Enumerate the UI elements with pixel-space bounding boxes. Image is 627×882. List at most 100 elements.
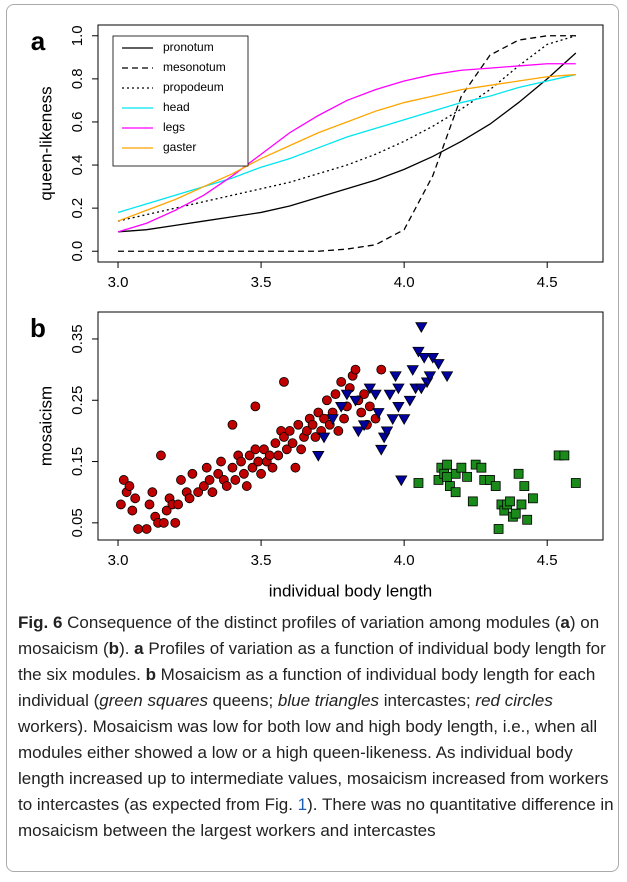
point-circle xyxy=(198,481,209,491)
point-triangle xyxy=(380,426,394,438)
point-square xyxy=(510,508,521,519)
point-circle xyxy=(333,426,344,436)
legend-label: mesonotum xyxy=(163,60,226,74)
point-circle xyxy=(124,481,135,491)
point-circle xyxy=(216,456,226,467)
point-circle xyxy=(250,444,261,455)
point-triangle xyxy=(395,475,408,487)
point-circle xyxy=(227,419,238,430)
point-triangle xyxy=(403,395,417,407)
x-tick-label: 4.0 xyxy=(394,274,415,291)
x-tick-label: 3.0 xyxy=(108,274,129,291)
caption-run: a xyxy=(134,639,144,658)
point-circle xyxy=(253,456,264,467)
caption-run: Consequence of the distinct profiles of … xyxy=(62,613,561,632)
point-circle xyxy=(270,438,281,449)
point-square xyxy=(442,471,452,482)
point-circle xyxy=(256,468,266,479)
point-triangle xyxy=(357,420,371,432)
point-triangle xyxy=(317,432,331,444)
y-tick-label: 0.0 xyxy=(69,241,86,262)
point-square xyxy=(528,493,538,504)
point-circle xyxy=(336,376,347,387)
point-triangle xyxy=(375,444,388,456)
point-triangle xyxy=(415,383,428,395)
point-circle xyxy=(290,462,301,473)
curve xyxy=(117,63,576,233)
point-triangle xyxy=(340,389,354,401)
x-tick-label: 4.5 xyxy=(537,552,558,569)
point-triangle xyxy=(412,346,425,358)
point-triangle xyxy=(312,451,325,462)
y-tick-label: 0.6 xyxy=(69,112,86,133)
point-square xyxy=(456,462,467,473)
point-circle xyxy=(187,468,198,479)
legend-label: head xyxy=(163,100,190,114)
caption-run: workers). Mosaicism was low for both low… xyxy=(18,717,609,814)
point-triangle xyxy=(406,365,419,376)
caption-run: red circles xyxy=(475,691,553,710)
point-circle xyxy=(259,444,269,455)
figure: 3.0 3.5 4.0 4.5 0.0 0.2 0.4 0.6 0.8 1.0 queen-like… xyxy=(30,24,604,600)
point-circle xyxy=(221,481,232,491)
point-circle xyxy=(350,364,361,375)
point-square xyxy=(570,478,581,488)
point-circle xyxy=(236,456,246,467)
point-circle xyxy=(301,426,312,436)
curve xyxy=(117,73,576,214)
y-axis-label: mosaicism xyxy=(36,386,55,466)
caption-run: Profiles of variation as a function of i… xyxy=(18,639,606,684)
caption-run: Fig. 6 xyxy=(18,613,63,632)
point-circle xyxy=(307,419,318,430)
y-tick-label: 0.2 xyxy=(69,198,86,219)
point-square xyxy=(413,478,424,488)
point-circle xyxy=(321,395,332,406)
point-circle xyxy=(141,524,152,534)
point-circle xyxy=(293,419,304,430)
point-circle xyxy=(296,444,307,455)
point-square xyxy=(476,462,487,473)
y-tick-label: 0.35 xyxy=(69,324,86,353)
point-circle xyxy=(204,475,215,485)
point-circle xyxy=(144,499,155,510)
point-circle xyxy=(284,426,295,436)
point-triangle xyxy=(349,395,362,407)
y-tick-label: 0.25 xyxy=(69,386,86,415)
point-triangle xyxy=(397,414,411,425)
x-tick-label: 3.5 xyxy=(251,552,272,569)
point-circle xyxy=(184,493,195,504)
figure-frame xyxy=(6,4,619,872)
point-square xyxy=(513,468,524,479)
point-square xyxy=(505,496,515,507)
point-circle xyxy=(156,450,166,461)
point-circle xyxy=(193,487,204,498)
point-circle xyxy=(267,462,278,473)
caption-run: intercastes; xyxy=(379,691,476,710)
x-tick-label: 4.0 xyxy=(394,552,415,569)
y-tick-label: 0.05 xyxy=(69,508,86,537)
curve xyxy=(117,73,576,222)
point-circle xyxy=(319,413,329,424)
point-circle xyxy=(339,413,349,424)
caption-run[interactable]: 1 xyxy=(297,795,308,814)
panel-label: b xyxy=(30,313,46,343)
point-triangle xyxy=(383,389,397,401)
point-circle xyxy=(227,462,238,473)
point-square xyxy=(442,459,452,470)
legend-label: pronotum xyxy=(163,40,214,54)
point-circle xyxy=(330,389,341,400)
x-tick-label: 3.0 xyxy=(108,552,129,569)
x-tick-label: 4.5 xyxy=(537,274,558,291)
point-circle xyxy=(239,468,249,479)
point-square xyxy=(485,475,495,485)
point-circle xyxy=(127,505,138,516)
point-circle xyxy=(133,524,143,534)
point-circle xyxy=(359,389,369,400)
point-circle xyxy=(273,450,284,461)
point-circle xyxy=(356,407,367,418)
point-circle xyxy=(230,475,241,485)
point-triangle xyxy=(426,352,439,364)
point-square xyxy=(559,450,570,461)
point-circle xyxy=(147,487,158,498)
point-circle xyxy=(130,493,141,504)
